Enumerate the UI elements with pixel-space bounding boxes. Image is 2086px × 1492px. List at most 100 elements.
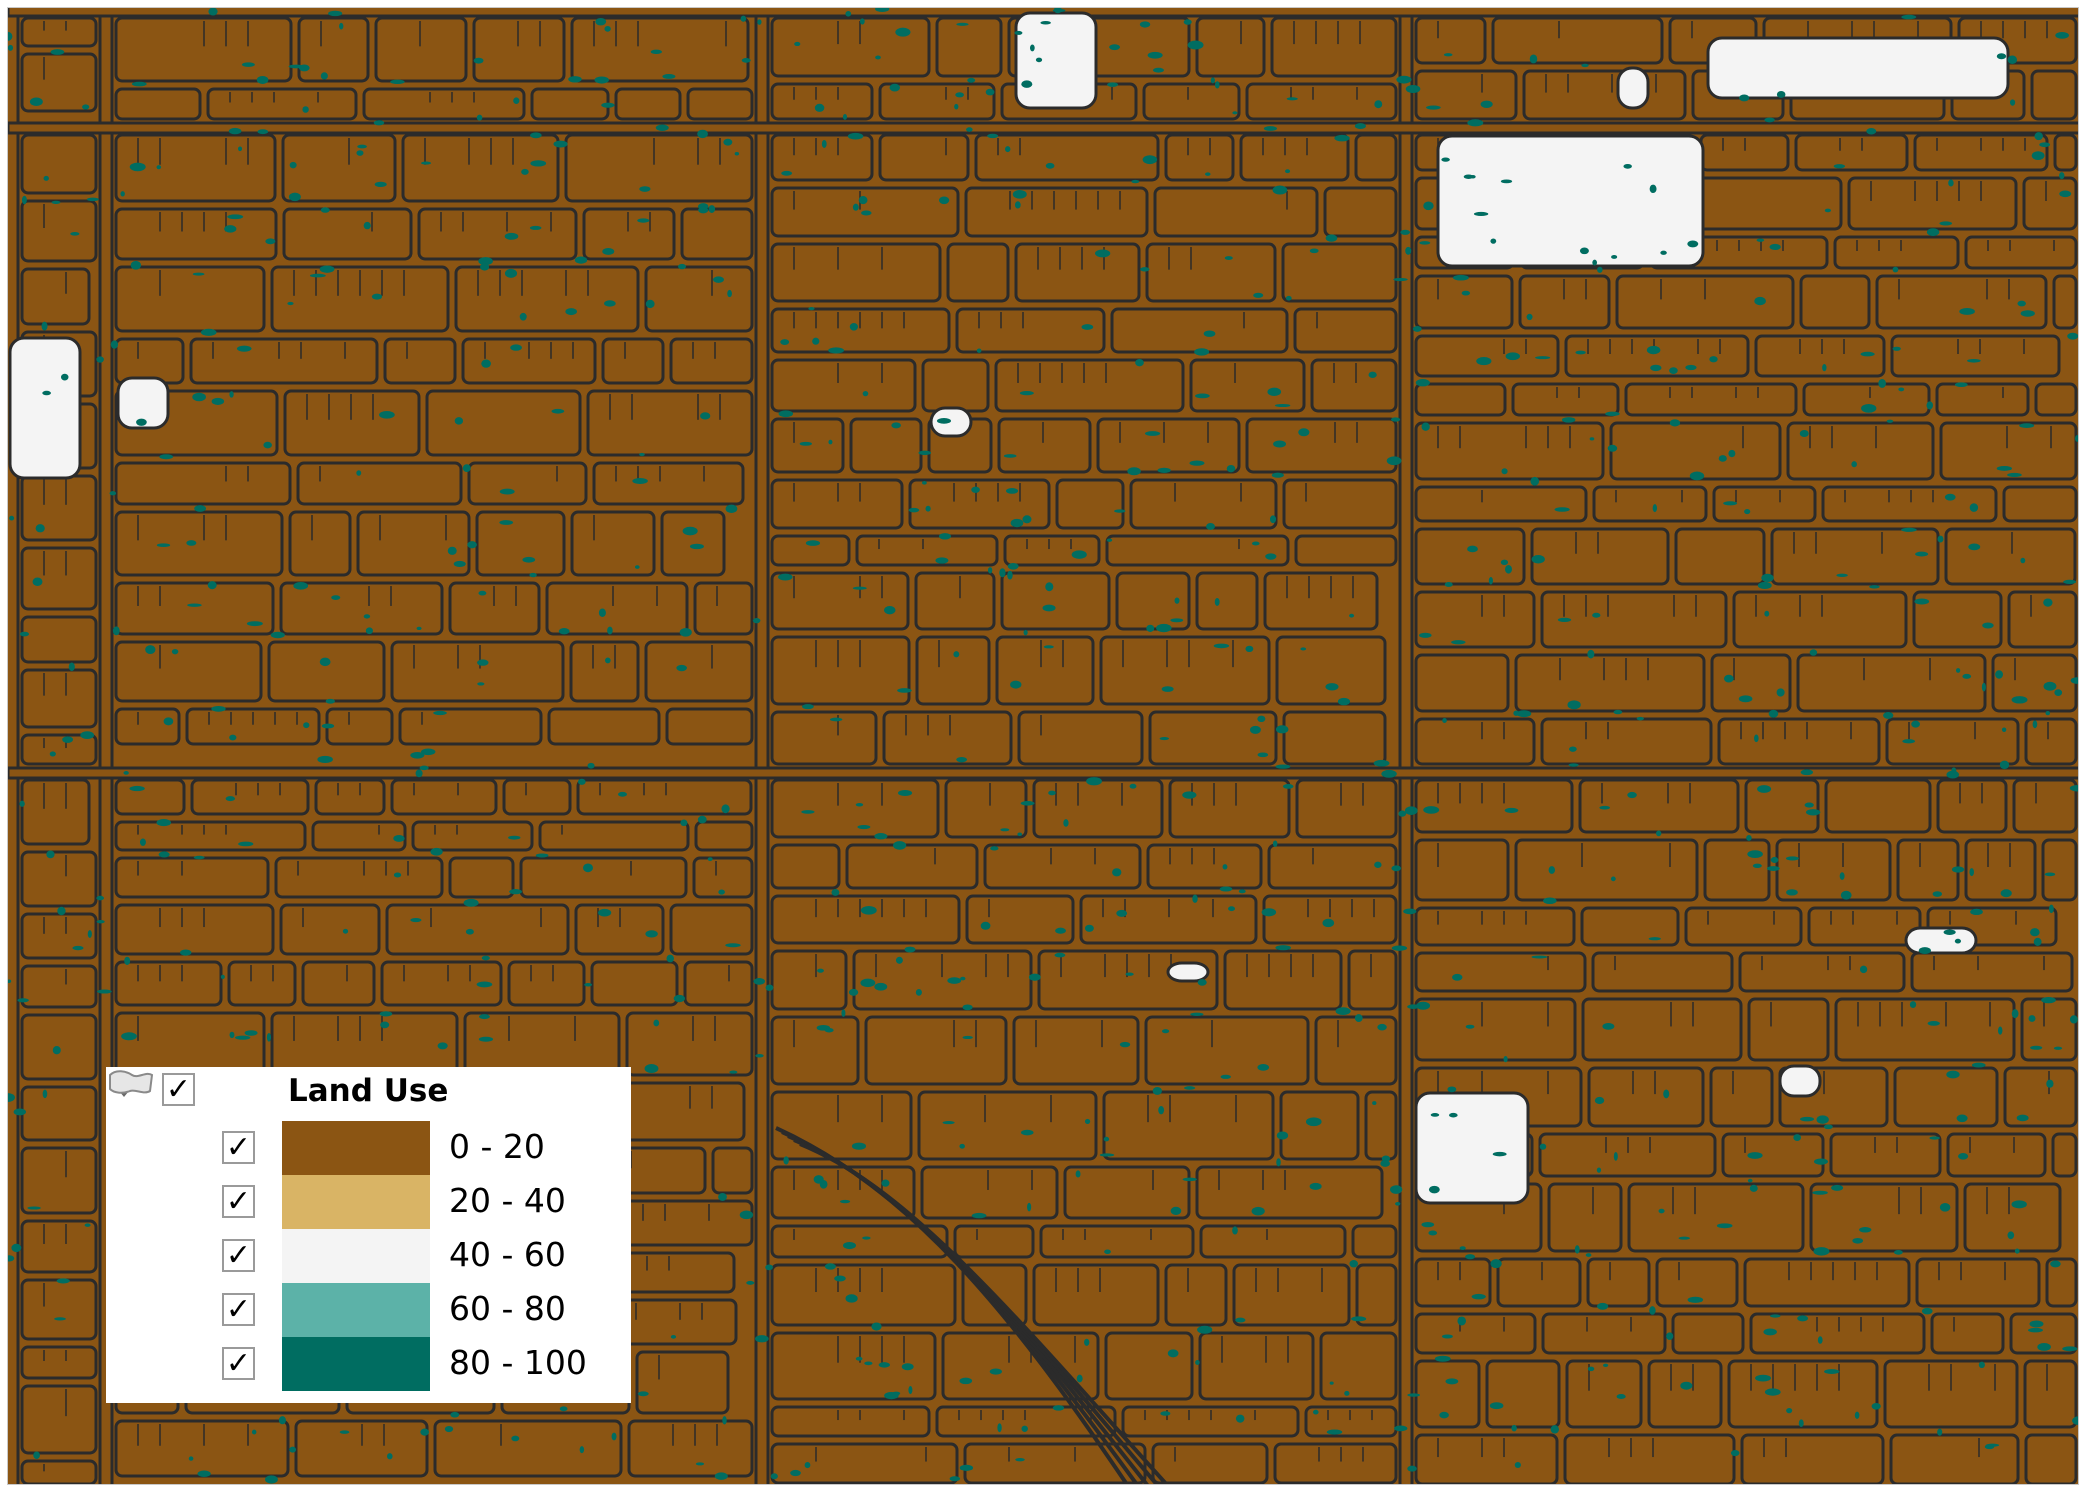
class-80-100-patch: [598, 908, 612, 917]
class-80-100-patch: [874, 833, 888, 840]
parcel: [997, 417, 1092, 474]
class-80-100-patch: [8, 44, 14, 51]
class-range-label: 40 - 60: [449, 1235, 566, 1274]
parcel: [270, 1011, 459, 1077]
class-visibility-checkbox[interactable]: ✓: [222, 1185, 255, 1218]
class-80-100-patch: [891, 422, 901, 429]
parcel: [1275, 635, 1387, 706]
class-80-100-patch: [266, 1033, 272, 1042]
class-80-100-patch: [1869, 585, 1880, 589]
class-80-100-patch: [1021, 80, 1033, 88]
layer-visibility-checkbox[interactable]: ✓: [162, 1073, 195, 1106]
parcel: [1530, 527, 1670, 586]
class-80-100-patch: [976, 348, 982, 353]
class-80-100-patch: [1764, 117, 1775, 123]
class-80-100-patch: [62, 736, 74, 743]
class-visibility-checkbox[interactable]: ✓: [222, 1239, 255, 1272]
class-80-100-patch: [410, 752, 425, 759]
parcel: [114, 903, 275, 956]
parcel: [1414, 69, 1518, 121]
parcel: [1414, 274, 1514, 330]
class-80-100-patch: [1349, 1260, 1358, 1268]
land-use-map[interactable]: [8, 8, 2079, 1485]
class-80-100-patch: [1206, 522, 1215, 530]
parcel: [2045, 1257, 2078, 1308]
class-80-100-patch: [1851, 461, 1857, 468]
class-80-100-patch: [938, 533, 952, 540]
class-80-100-patch: [378, 410, 395, 419]
class-visibility-checkbox[interactable]: ✓: [222, 1293, 255, 1326]
class-80-100-patch: [463, 898, 479, 907]
parcel: [20, 199, 98, 263]
class-80-100-patch: [723, 138, 733, 146]
parcel: [995, 635, 1095, 706]
class-80-100-patch: [211, 705, 226, 712]
parcel: [1414, 334, 1560, 378]
class-80-100-patch: [757, 19, 762, 25]
parcel: [1003, 534, 1101, 567]
class-80-100-patch: [1076, 1374, 1083, 1383]
parcel: [20, 1459, 98, 1484]
class-80-100-patch: [725, 943, 741, 948]
class-80-100-patch: [1028, 973, 1041, 981]
class-80-100-patch: [319, 657, 331, 667]
class-80-100-patch: [1106, 538, 1113, 542]
class-80-100-patch: [1579, 247, 1589, 255]
parcel: [770, 1090, 913, 1161]
class-80-100-patch: [1042, 604, 1056, 612]
parcel: [1964, 838, 2037, 902]
parcel: [1511, 382, 1620, 417]
parcel: [2012, 778, 2078, 834]
class-80-100-patch: [1441, 157, 1450, 162]
class-80-100-patch: [778, 410, 794, 418]
parcel: [20, 1085, 98, 1142]
class-visibility-checkbox[interactable]: ✓: [222, 1347, 255, 1380]
class-visibility-checkbox[interactable]: ✓: [222, 1131, 255, 1164]
class-80-100-patch: [159, 454, 174, 460]
parcel: [547, 707, 661, 746]
class-80-100-patch: [878, 1362, 890, 1368]
class-80-100-patch: [1757, 785, 1772, 793]
class-80-100-patch: [1084, 924, 1094, 932]
parcel: [507, 960, 586, 1007]
parcel: [1270, 16, 1398, 78]
parcel: [683, 960, 754, 1007]
class-80-100-patch: [465, 928, 474, 935]
class-80-100-patch: [1224, 256, 1233, 260]
class-80-100-patch: [1999, 760, 2010, 770]
parcel: [448, 856, 515, 899]
class-80-100-patch: [739, 1210, 754, 1220]
class-80-100-patch: [553, 140, 568, 148]
class-80-100-patch: [145, 645, 156, 654]
parcel: [1963, 1182, 2062, 1253]
parcel: [770, 478, 904, 530]
class-80-100-patch: [1548, 866, 1556, 874]
class-80-100-patch: [897, 790, 913, 797]
class-80-100-patch: [1943, 929, 1956, 935]
class-80-100-patch: [1492, 1151, 1507, 1157]
parcel: [114, 856, 270, 899]
parcel: [1671, 1312, 1745, 1355]
class-80-100-patch: [1955, 668, 1961, 673]
class-40-60-area: [1414, 1091, 1530, 1205]
class-80-100-patch: [476, 981, 493, 988]
class-80-100-patch: [61, 373, 69, 381]
parcel: [770, 1331, 937, 1401]
class-80-100-patch: [509, 889, 523, 895]
class-80-100-patch: [1452, 274, 1469, 281]
class-80-100-patch: [579, 1446, 585, 1454]
class-80-100-patch: [915, 989, 922, 996]
class-80-100-patch: [1213, 643, 1230, 649]
class-80-100-patch: [1396, 75, 1412, 84]
map-frame[interactable]: ✓ Land Use ✓ 0 - 20 ✓ 20 - 40 ✓ 40 - 60 …: [7, 7, 2079, 1485]
class-80-100-patch: [1055, 927, 1066, 934]
parcel: [2002, 485, 2078, 523]
class-80-100-patch: [96, 989, 112, 994]
class-80-100-patch: [1602, 1363, 1609, 1368]
class-80-100-patch: [499, 520, 514, 525]
class-80-100-patch: [1146, 624, 1155, 632]
class-80-100-patch: [1602, 1023, 1615, 1030]
class-80-100-patch: [1104, 1249, 1111, 1255]
class-80-100-patch: [1898, 387, 1905, 392]
arterial-road: [8, 121, 2078, 135]
